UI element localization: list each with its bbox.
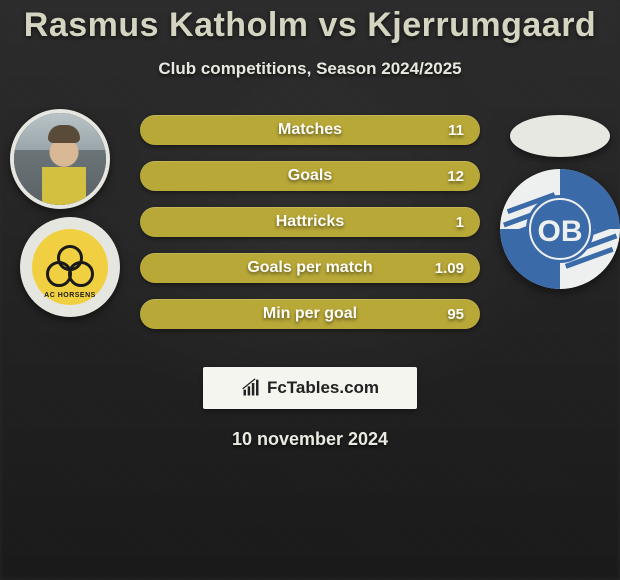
player-right-avatar bbox=[510, 115, 610, 157]
club-left-inner: AC HORSENS bbox=[32, 229, 108, 305]
player-left-avatar bbox=[10, 109, 110, 209]
stat-label: Min per goal bbox=[140, 305, 480, 323]
stat-label: Goals bbox=[140, 167, 480, 185]
stat-bar: Goals per match1.09 bbox=[140, 253, 480, 283]
club-right-badge: OB bbox=[500, 169, 620, 289]
club-left-name: AC HORSENS bbox=[32, 292, 108, 299]
stat-value: 12 bbox=[447, 168, 464, 185]
club-left-rings-icon bbox=[48, 247, 92, 287]
stat-bar: Goals12 bbox=[140, 161, 480, 191]
comparison-area: AC HORSENS bbox=[0, 109, 620, 349]
stat-value: 11 bbox=[448, 122, 464, 139]
stat-bar: Matches11 bbox=[140, 115, 480, 145]
stat-bar: Hattricks1 bbox=[140, 207, 480, 237]
stat-bar: Min per goal95 bbox=[140, 299, 480, 329]
stat-value: 1 bbox=[456, 214, 464, 231]
club-right-text: OB bbox=[538, 215, 583, 248]
stat-label: Hattricks bbox=[140, 213, 480, 231]
date-text: 10 november 2024 bbox=[0, 429, 620, 450]
player-left-portrait bbox=[14, 113, 106, 205]
stat-value: 1.09 bbox=[435, 260, 464, 277]
stat-label: Matches bbox=[140, 121, 480, 139]
stat-bars: Matches11 Goals12 Hattricks1 Goals per matc… bbox=[140, 115, 480, 345]
brand-text: FcTables.com bbox=[267, 378, 379, 398]
club-right-svg-icon: OB bbox=[500, 169, 620, 289]
stat-value: 95 bbox=[447, 306, 464, 323]
page-subtitle: Club competitions, Season 2024/2025 bbox=[0, 59, 620, 79]
page-title: Rasmus Katholm vs Kjerrumgaard bbox=[0, 6, 620, 45]
club-left-badge: AC HORSENS bbox=[20, 217, 120, 317]
stat-label: Goals per match bbox=[140, 259, 480, 277]
chart-icon bbox=[241, 378, 261, 398]
content-root: Rasmus Katholm vs Kjerrumgaard Club comp… bbox=[0, 0, 620, 580]
brand-badge[interactable]: FcTables.com bbox=[203, 367, 417, 409]
